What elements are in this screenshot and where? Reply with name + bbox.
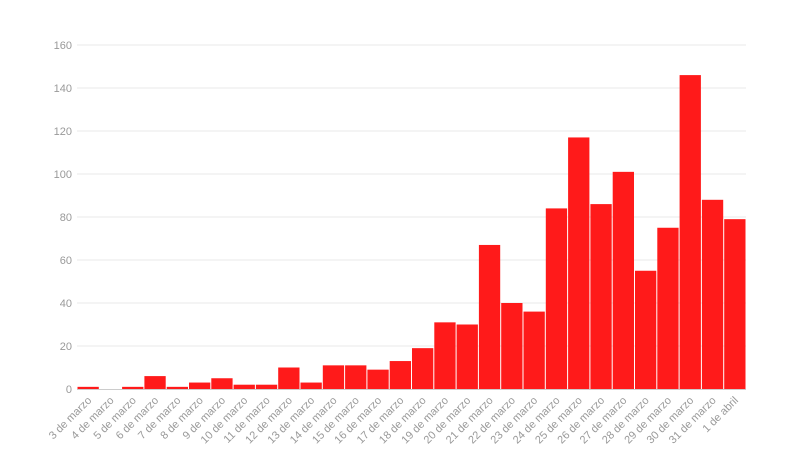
y-tick-label: 160 xyxy=(54,40,72,52)
y-tick-label: 0 xyxy=(66,384,72,396)
y-tick-label: 40 xyxy=(60,298,72,310)
bar xyxy=(456,324,478,389)
bar xyxy=(568,137,590,389)
bars xyxy=(77,75,746,389)
y-tick-label: 80 xyxy=(60,212,72,224)
bar xyxy=(612,171,634,389)
y-tick-label: 120 xyxy=(54,126,72,138)
bar xyxy=(77,386,99,389)
bar xyxy=(434,322,456,389)
bar xyxy=(189,382,211,389)
bar xyxy=(679,75,701,389)
bar xyxy=(278,367,300,389)
bar xyxy=(345,365,367,389)
bar xyxy=(412,348,434,389)
y-axis: 0 20 40 60 80 100 120 140 160 xyxy=(54,40,72,396)
y-tick-label: 140 xyxy=(54,83,72,95)
bar xyxy=(255,384,278,389)
bar xyxy=(300,382,322,389)
bar xyxy=(144,376,166,389)
y-tick-label: 20 xyxy=(60,341,72,353)
bar xyxy=(367,369,389,389)
y-tick-label: 100 xyxy=(54,169,72,181)
bar xyxy=(523,311,545,389)
gridlines xyxy=(77,44,746,347)
bar xyxy=(701,199,724,389)
bar xyxy=(478,244,501,389)
bar xyxy=(501,303,523,389)
bar xyxy=(389,361,411,389)
bar xyxy=(233,384,255,389)
bar xyxy=(166,386,188,389)
bar xyxy=(545,208,568,389)
bar xyxy=(211,378,233,389)
bar xyxy=(322,365,345,389)
bar xyxy=(657,227,679,389)
y-tick-label: 60 xyxy=(60,255,72,267)
bar xyxy=(724,219,746,389)
bar xyxy=(122,386,144,389)
bar xyxy=(635,270,657,389)
bar xyxy=(590,204,612,389)
